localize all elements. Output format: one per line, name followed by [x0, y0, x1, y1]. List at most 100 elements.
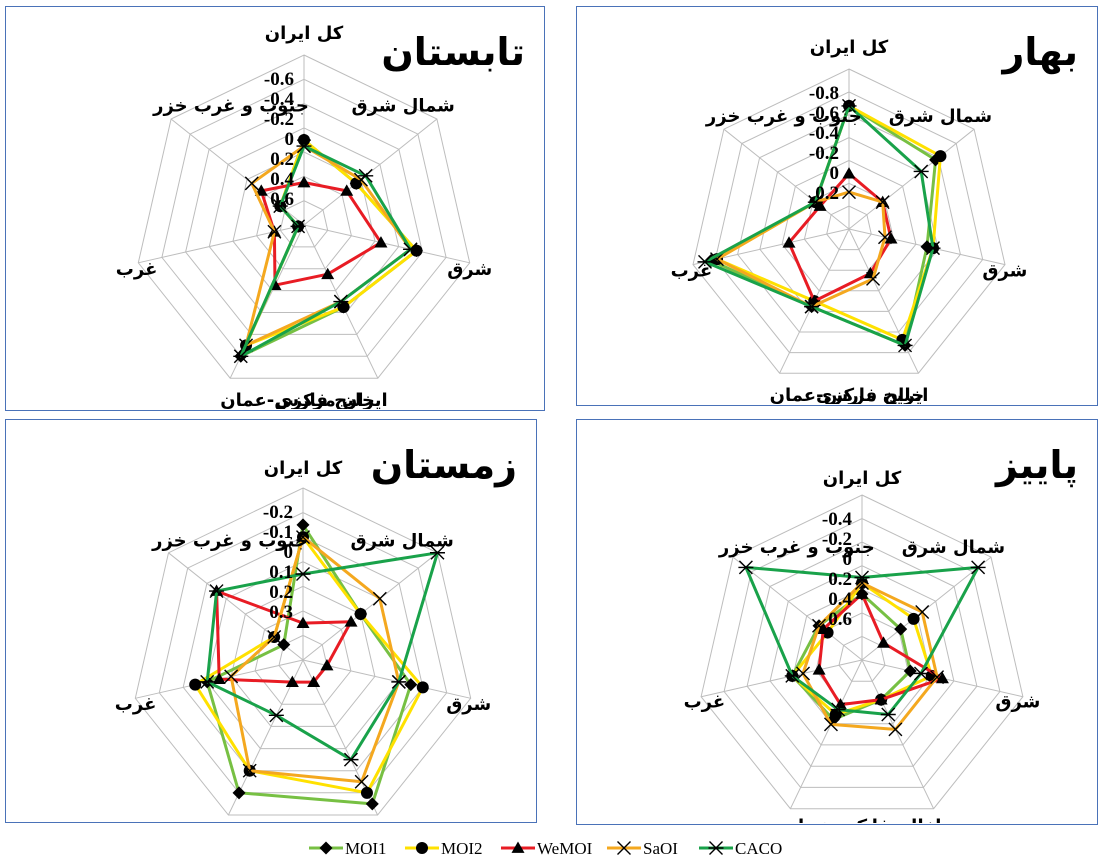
point-marker-caco: [233, 349, 249, 364]
grid-ring: [769, 565, 955, 746]
tick-labels: -0.4-0.200.20.40.6: [822, 509, 853, 630]
legend-label: WeMOI: [537, 839, 593, 858]
series-line-caco: [703, 104, 935, 347]
grid-ring: [185, 103, 423, 335]
grid-spoke: [861, 659, 935, 809]
series-saoi: [796, 576, 945, 737]
category-label: غرب: [115, 694, 157, 715]
category-label: کل ایران: [265, 23, 344, 44]
point-marker-saoi: [866, 271, 881, 286]
category-label: غرب: [116, 259, 158, 280]
grid-spoke: [789, 659, 863, 809]
series-line-moi1: [205, 523, 413, 806]
radar-chart-spring: -0.8-0.6-0.4-0.200.2 کل ایران شمال شرق شرق ا…: [671, 30, 1078, 404]
tick-labels: -0.6-0.4-0.200.20.40.6: [264, 69, 295, 210]
grid-ring: [714, 91, 984, 354]
category-label: شمال شرق: [350, 531, 453, 552]
grid-spoke: [723, 128, 850, 230]
category-label: ایران مرکزی: [829, 816, 941, 823]
series-moi2: [189, 531, 429, 799]
point-marker-caco: [296, 139, 312, 154]
point-marker-moi2: [337, 301, 350, 314]
category-label: شرق: [995, 692, 1040, 713]
grid-ring: [838, 635, 886, 682]
panel-autumn: -0.4-0.200.20.40.6 کل ایران شمال شرق شرق ایر…: [576, 419, 1098, 825]
grid-ring: [279, 200, 329, 248]
radar-grid: [137, 54, 471, 379]
point-marker-moi2: [934, 150, 947, 163]
point-marker-saoi: [930, 670, 945, 685]
point-marker-wemoi: [874, 693, 888, 705]
point-marker-caco: [429, 545, 445, 560]
point-marker-saoi: [878, 230, 892, 245]
point-marker-caco: [880, 707, 896, 722]
point-marker-saoi: [617, 841, 631, 855]
grid-spoke: [302, 552, 438, 661]
grid-ring: [158, 512, 448, 794]
tick-label: -0.2: [822, 529, 852, 550]
tick-label: 0.1: [269, 562, 293, 583]
category-label: شمال شرق: [889, 106, 992, 127]
category-label: غرب: [671, 261, 713, 282]
tick-label: -0.4: [264, 89, 295, 110]
point-marker-caco: [897, 338, 913, 353]
point-marker-wemoi: [782, 236, 796, 248]
category-label: شرق: [447, 259, 492, 280]
legend-label: CACO: [735, 839, 782, 858]
point-marker-moi2: [354, 608, 367, 621]
grid-ring: [692, 68, 1006, 374]
grid-spoke: [700, 659, 863, 698]
series-caco: [738, 560, 986, 722]
legend-label: MOI2: [441, 839, 483, 858]
point-marker-caco: [333, 294, 349, 309]
point-marker-wemoi: [344, 615, 358, 627]
point-marker-wemoi: [297, 176, 311, 188]
point-marker-saoi: [915, 604, 930, 619]
series-moi2: [240, 134, 423, 352]
point-marker-wemoi: [813, 199, 827, 211]
point-marker-wemoi: [285, 675, 299, 688]
point-marker-wemoi: [877, 636, 891, 648]
point-marker-moi2: [298, 134, 310, 146]
series-line-wemoi: [259, 181, 383, 287]
category-label: ایران مرکزی: [275, 390, 387, 409]
point-marker-moi2: [189, 678, 202, 691]
grid-spoke: [848, 128, 975, 230]
point-marker-saoi: [242, 763, 257, 778]
series-line-saoi: [229, 535, 401, 784]
point-marker-moi1: [903, 664, 917, 678]
point-marker-moi1: [929, 153, 943, 167]
radar-chart-summer: -0.6-0.4-0.200.20.40.6 کل ایران شمال شرق شر…: [116, 23, 525, 409]
point-marker-caco: [804, 299, 820, 314]
legend-label: MOI1: [345, 839, 387, 858]
series-line-moi2: [193, 535, 425, 795]
category-label: خلیج فارس-عمان: [220, 390, 375, 409]
legend-item-saoi: SaOI: [607, 839, 678, 858]
tick-label: 0: [284, 542, 294, 563]
category-label: شرق: [982, 261, 1027, 282]
category-label: جنوب و غرب خزر: [152, 96, 309, 117]
tick-label: -0.4: [822, 509, 853, 530]
tick-label: 0.2: [828, 569, 852, 590]
point-marker-wemoi: [842, 167, 856, 179]
legend-label: SaOI: [643, 839, 678, 858]
category-label: شمال شرق: [902, 537, 1005, 558]
point-marker-moi1: [404, 678, 418, 692]
grid-ring: [182, 536, 424, 772]
category-label: جنوب و غرب خزر: [718, 537, 875, 558]
point-marker-saoi: [875, 195, 890, 210]
tick-label: 0.2: [269, 582, 293, 603]
category-label: شرق: [446, 694, 491, 715]
point-marker-wemoi: [320, 658, 334, 671]
series-line-caco: [744, 565, 980, 716]
point-marker-saoi: [267, 224, 282, 239]
point-marker-caco: [841, 98, 857, 113]
series-caco: [697, 98, 941, 353]
series-moi1: [234, 133, 423, 363]
point-marker-saoi: [710, 252, 725, 267]
chart-title: تابستان: [381, 30, 525, 74]
tick-labels: -0.2-0.100.10.20.3: [263, 502, 293, 623]
grid-ring: [723, 518, 1001, 788]
